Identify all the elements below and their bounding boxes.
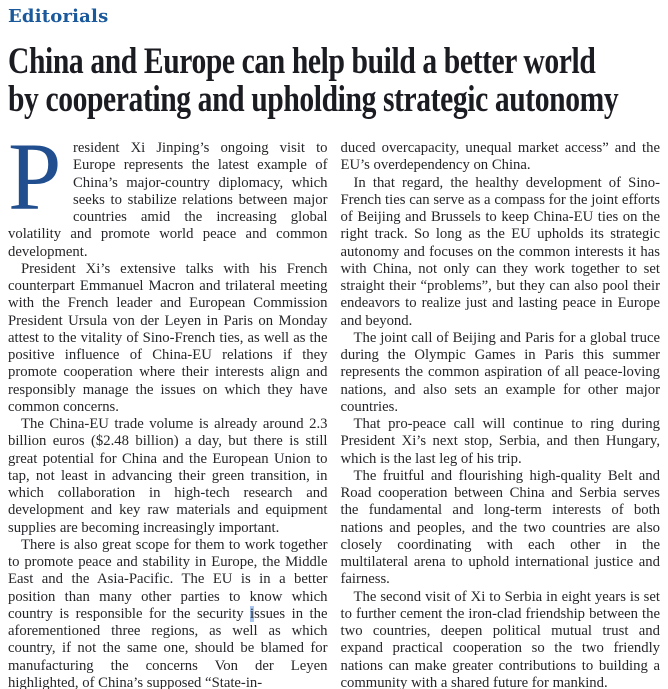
paragraph: The second visit of Xi to Serbia in eigh… bbox=[340, 588, 661, 689]
paragraph: That pro-peace call will continue to rin… bbox=[340, 416, 661, 467]
paragraph-continuation: duced overcapacity, unequal market acces… bbox=[340, 140, 661, 174]
paragraph-text: ssues in the aforementioned three region… bbox=[8, 605, 328, 689]
paragraph: President Xi’s extensive talks with his … bbox=[8, 260, 328, 415]
paragraph-text: resident Xi Jinping’s ongoing visit to E… bbox=[8, 140, 328, 260]
headline-line-2: by cooperating and upholding strategic a… bbox=[8, 79, 619, 120]
section-label: Editorials bbox=[8, 6, 109, 27]
paragraph: In that regard, the healthy development … bbox=[340, 174, 661, 329]
headline: China and Europe can help build a better… bbox=[8, 43, 660, 119]
paragraph: The fruitful and flourishing high-qualit… bbox=[340, 467, 661, 588]
paragraph-text: There is also great scope for them to wo… bbox=[8, 536, 328, 622]
text-selection-highlight: i bbox=[250, 605, 255, 622]
paragraph: The joint call of Beijing and Paris for … bbox=[340, 329, 661, 415]
headline-line-1: China and Europe can help build a better… bbox=[8, 41, 596, 82]
dropcap-letter: P bbox=[8, 123, 62, 230]
right-column: duced overcapacity, unequal market acces… bbox=[341, 140, 661, 689]
paragraph: The China-EU trade volume is already aro… bbox=[8, 416, 328, 536]
paragraph: There is also great scope for them to wo… bbox=[8, 537, 328, 689]
